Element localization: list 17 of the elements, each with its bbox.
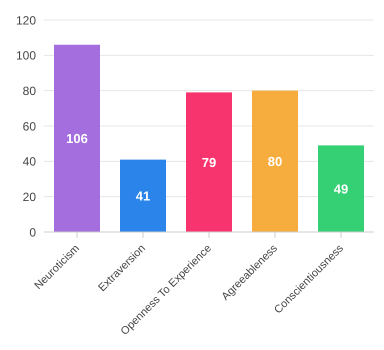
bar [318,145,364,232]
data-label: 106 [66,130,88,146]
data-label: 41 [136,188,150,204]
y-tick-label: 20 [22,190,36,204]
data-label: 80 [268,154,282,169]
y-tick-label: 40 [22,154,36,169]
data-label: 79 [202,154,216,170]
y-tick-label: 60 [22,119,36,134]
y-tick-label: 120 [16,13,36,28]
bar [54,44,100,232]
y-tick-label: 0 [29,225,36,240]
data-label: 49 [334,181,348,196]
y-tick-label: 100 [16,48,36,63]
y-tick-label: 80 [22,84,36,98]
bar [252,90,298,232]
bar [186,92,232,232]
bar [120,160,166,232]
